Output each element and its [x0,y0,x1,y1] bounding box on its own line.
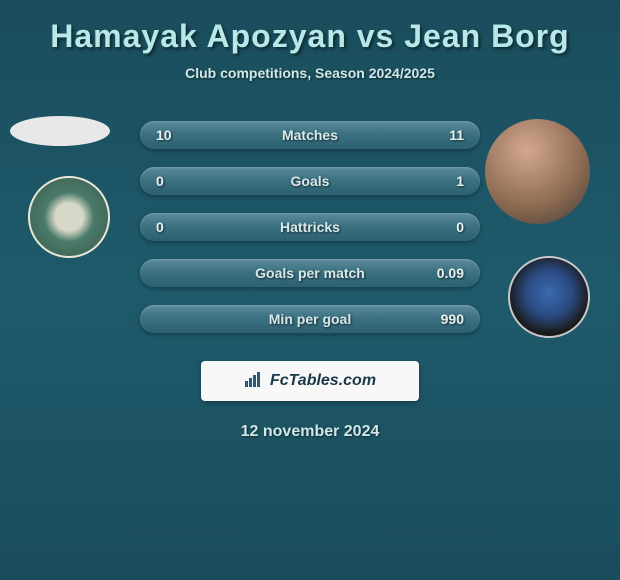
source-label: FcTables.com [270,372,376,390]
player-right-avatar [485,119,590,224]
stat-bars: 10 Matches 11 0 Goals 1 0 Hattricks 0 Go… [140,121,480,351]
stat-left-value: 10 [156,127,172,143]
page-title: Hamayak Apozyan vs Jean Borg [0,18,620,55]
stat-right-value: 990 [441,311,464,327]
stat-row: 0 Goals 1 [140,167,480,195]
club-badge-right [508,256,590,338]
stat-row: Goals per match 0.09 [140,259,480,287]
stat-right-value: 0 [456,219,464,235]
comparison-infographic: Hamayak Apozyan vs Jean Borg Club compet… [0,0,620,451]
stat-right-value: 0.09 [437,265,464,281]
stat-right-value: 1 [456,173,464,189]
stat-label: Hattricks [280,219,340,235]
stat-row: Min per goal 990 [140,305,480,333]
date-label: 12 november 2024 [0,423,620,441]
player-left-avatar [10,116,110,146]
stat-label: Matches [282,127,338,143]
stat-right-value: 11 [449,127,464,143]
stat-left-value: 0 [156,219,164,235]
stat-row: 10 Matches 11 [140,121,480,149]
stats-area: 10 Matches 11 0 Goals 1 0 Hattricks 0 Go… [0,116,620,346]
subtitle: Club competitions, Season 2024/2025 [0,65,620,81]
stat-label: Min per goal [269,311,351,327]
stat-row: 0 Hattricks 0 [140,213,480,241]
club-badge-left [28,176,110,258]
chart-icon [244,371,264,392]
stat-left-value: 0 [156,173,164,189]
stat-label: Goals per match [255,265,365,281]
stat-label: Goals [291,173,330,189]
source-badge: FcTables.com [201,361,419,401]
